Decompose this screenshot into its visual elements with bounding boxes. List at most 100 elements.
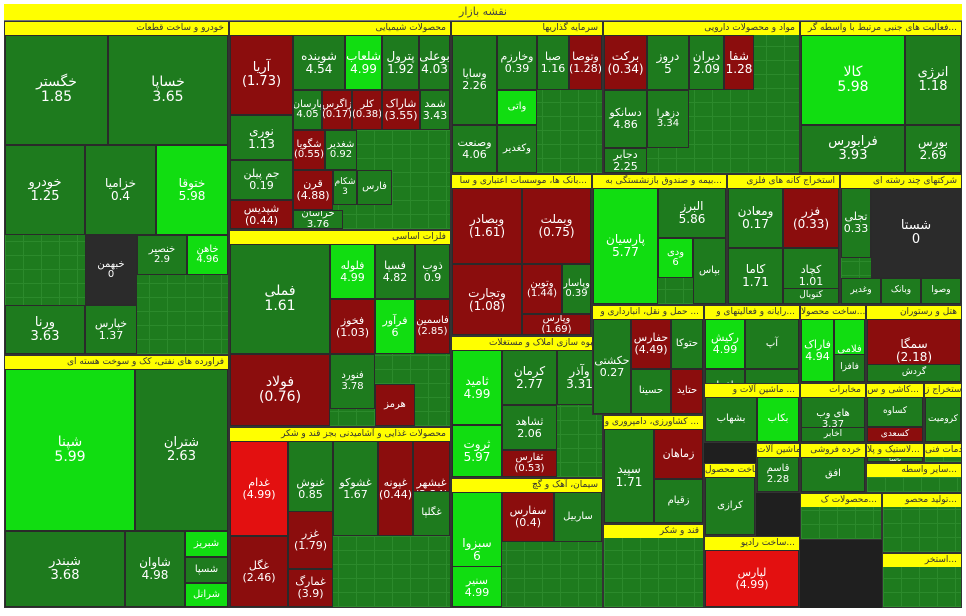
stock-tile[interactable]: خگستر 1.85 [5, 35, 108, 145]
stock-tile[interactable]: فافزا [834, 354, 865, 382]
stock-tile[interactable]: وصوا [921, 278, 961, 304]
stock-tile[interactable]: وتجارت (1.08) [452, 264, 522, 335]
stock-tile[interactable]: آپ [745, 319, 799, 369]
sector-header[interactable]: کشاورزی، دامپروری و ... [604, 416, 703, 430]
stock-tile[interactable]: کنوبال [783, 288, 839, 304]
stock-tile[interactable]: ورنا 3.63 [5, 305, 85, 354]
stock-tile[interactable]: وصنعت 4.06 [452, 125, 497, 173]
stock-tile[interactable]: حکشتی 0.27 [593, 319, 631, 414]
stock-tile[interactable]: حسینا [631, 369, 671, 414]
sector-header[interactable]: بیمه و صندوق بازنشستگی به... [593, 175, 726, 189]
sector-header[interactable]: مواد و محصولات دارویی [604, 22, 799, 36]
stock-tile[interactable]: شسپا [185, 557, 228, 583]
sector-header[interactable]: تولید محصو... [883, 494, 961, 508]
stock-tile[interactable]: خودرو 1.25 [5, 145, 85, 235]
stock-tile[interactable]: ساربیل [554, 492, 602, 542]
stock-tile[interactable]: ثفارس (0.53) [502, 450, 557, 477]
stock-tile[interactable]: فلوله 4.99 [330, 244, 375, 299]
stock-tile[interactable]: قرن (4.88) [293, 170, 333, 210]
sector-header[interactable]: ماشین آلات [757, 444, 799, 458]
stock-tile[interactable]: جم پیلن 0.19 [230, 160, 293, 200]
stock-tile[interactable]: فسپا 4.82 [375, 244, 415, 299]
stock-tile[interactable]: کرازی [705, 477, 755, 535]
sector-header[interactable]: ساخت رادیو... [705, 537, 799, 551]
stock-tile[interactable]: وتوصا (1.28) [569, 35, 602, 90]
stock-tile[interactable]: تجلی 0.33 [841, 188, 871, 258]
stock-tile[interactable]: کاما 1.71 [728, 248, 783, 304]
stock-tile[interactable]: پارسان 4.05 [293, 90, 322, 130]
stock-tile[interactable]: ذوب 0.9 [415, 244, 450, 299]
stock-tile[interactable]: فنورد 3.78 [330, 354, 375, 409]
stock-tile[interactable]: زماهان [654, 429, 703, 479]
stock-tile[interactable]: قاسم 2.28 [757, 457, 799, 492]
stock-tile[interactable]: بکاب [757, 397, 799, 442]
stock-tile[interactable]: شغدیر 0.92 [325, 130, 357, 170]
sector-header[interactable]: کاشی و س... [867, 384, 923, 398]
stock-tile[interactable]: انرژی 1.18 [905, 35, 961, 125]
stock-tile[interactable]: لپارس (4.99) [705, 550, 799, 607]
stock-tile[interactable]: شستا 0 [871, 188, 961, 278]
sector-header[interactable]: محصولات ک... [801, 494, 881, 508]
stock-tile[interactable]: کساوه [867, 397, 923, 427]
sector-header[interactable]: محصولات غذایی و آشامیدنی بجز قند و شکر [230, 428, 450, 442]
stock-tile[interactable]: شبریز [185, 531, 228, 557]
stock-tile[interactable]: غدام (4.99) [230, 441, 288, 536]
stock-tile[interactable]: بوعلی 4.03 [419, 35, 450, 90]
sector-header[interactable]: سرمایه گذاریها [452, 22, 602, 36]
stock-tile[interactable]: هرمز [375, 384, 415, 426]
stock-tile[interactable]: کلر (0.38) [352, 90, 382, 130]
sector-header[interactable]: ماشین آلات و ... [705, 384, 799, 398]
stock-tile[interactable]: بشهاب [705, 397, 757, 442]
sector-header[interactable]: رایانه و فعالیتهای و... [705, 306, 799, 320]
stock-tile[interactable]: وبصادر (1.61) [452, 188, 522, 264]
stock-tile[interactable]: وبانک [881, 278, 921, 304]
stock-tile[interactable]: خبهمن 0 [85, 235, 137, 305]
stock-tile[interactable]: حفارس (4.49) [631, 319, 671, 369]
stock-tile[interactable]: غشوکو 1.67 [333, 441, 378, 536]
sector-header[interactable]: ساخت محصولا... [801, 306, 865, 320]
stock-tile[interactable]: فزر (0.33) [783, 188, 839, 248]
stock-tile[interactable]: دیران 2.09 [689, 35, 724, 90]
sector-header[interactable]: هتل و رستوران [867, 306, 961, 320]
stock-tile[interactable]: خاهن 4.96 [187, 235, 228, 275]
stock-tile[interactable]: ختوقا 5.98 [156, 145, 228, 235]
stock-tile[interactable]: غزر (1.79) [288, 511, 333, 569]
stock-tile[interactable]: شگویا (0.55) [293, 130, 325, 170]
sector-header[interactable]: انبوه سازی املاک و مستغلات [452, 337, 602, 351]
stock-tile[interactable]: حتاید [671, 369, 703, 414]
stock-tile[interactable]: غپونه (0.44) [378, 441, 413, 536]
sector-header[interactable]: لاستیک و پلا... [867, 444, 923, 458]
stock-tile[interactable]: فرآور 6 [375, 299, 415, 354]
sector-header[interactable]: خدمات فنی [925, 444, 961, 458]
stock-tile[interactable]: نوری 1.13 [230, 115, 293, 160]
stock-tile[interactable]: شاراک (3.55) [382, 90, 420, 130]
sector-header[interactable]: استخراج ز... [925, 384, 961, 398]
stock-tile[interactable]: خراسان 3.76 [293, 210, 343, 229]
sector-header[interactable]: استخراج کانه های فلزی [728, 175, 839, 189]
stock-tile[interactable]: سنیر 4.99 [452, 566, 502, 607]
stock-tile[interactable]: غمارگ (3.9) [288, 569, 333, 607]
stock-tile[interactable]: وپاسار 0.39 [562, 264, 591, 314]
sector-header[interactable]: فراورده های نفتی، کک و سوخت هسته ای [5, 356, 228, 370]
stock-tile[interactable]: دجابر 2.25 [604, 148, 647, 173]
stock-tile[interactable]: غگل (2.46) [230, 536, 288, 607]
stock-tile[interactable]: وغدیر [841, 278, 881, 304]
stock-tile[interactable]: خنصیر 2.9 [137, 235, 187, 275]
sector-header[interactable]: فلزات اساسی [230, 231, 450, 245]
stock-tile[interactable]: سفارس (0.4) [502, 492, 554, 542]
stock-tile[interactable]: آریا (1.73) [230, 35, 293, 115]
stock-tile[interactable]: وخارزم 0.39 [497, 35, 537, 90]
sector-header[interactable]: سیمان، آهک و گچ [452, 479, 602, 493]
stock-tile[interactable]: پارسیان 5.77 [593, 188, 658, 304]
sector-header[interactable]: قند و شکر [604, 525, 703, 539]
stock-tile[interactable]: شاوان 4.98 [125, 531, 185, 607]
stock-tile[interactable]: سپید 1.71 [604, 429, 654, 523]
stock-tile[interactable]: برکت (0.34) [604, 35, 647, 90]
stock-tile[interactable]: وسایا 2.26 [452, 35, 497, 125]
stock-tile[interactable]: البرز 5.86 [658, 188, 726, 238]
stock-tile[interactable]: کرومیت [925, 397, 961, 442]
stock-tile[interactable]: شرانل [185, 583, 228, 607]
sector-header[interactable]: فعالیت های جنبی مرتبط با واسطه گر... [801, 22, 961, 36]
stock-tile[interactable]: گردش [867, 364, 961, 382]
stock-tile[interactable]: اخابر [801, 427, 865, 442]
